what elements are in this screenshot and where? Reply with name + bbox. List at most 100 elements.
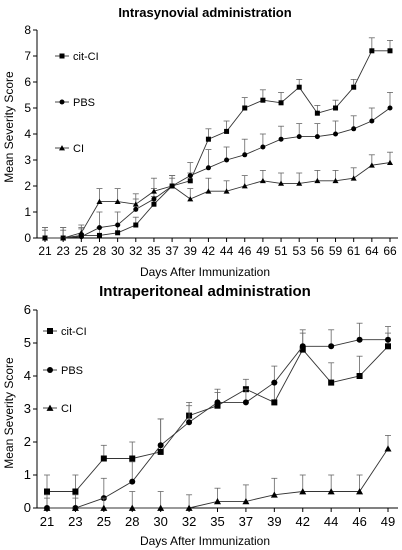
y-axis-label: Mean Severity Score (2, 71, 16, 183)
y-tick-label: 5 (24, 335, 31, 350)
legend-label: PBS (73, 97, 95, 109)
square-marker (151, 201, 157, 207)
triangle-marker (187, 196, 194, 202)
circle-marker (296, 134, 302, 140)
x-tick-label: 66 (383, 244, 397, 258)
legend-label: cit-CI (61, 326, 87, 338)
square-marker (242, 105, 248, 111)
square-marker (129, 455, 136, 462)
x-tick-label: 23 (68, 514, 82, 529)
square-marker (187, 178, 193, 184)
circle-marker (224, 157, 230, 163)
square-marker (351, 84, 357, 90)
x-tick-label: 51 (274, 244, 288, 258)
square-marker (59, 53, 65, 59)
triangle-marker (242, 498, 250, 505)
triangle-marker (157, 504, 165, 511)
y-tick-label: 2 (24, 434, 31, 449)
square-marker (328, 379, 335, 386)
triangle-marker (384, 445, 392, 452)
chart-intraperitoneal: Intraperitoneal administration Mean Seve… (2, 283, 398, 548)
triangle-marker (241, 183, 248, 189)
triangle-marker (332, 177, 339, 184)
x-tick-label: 39 (184, 244, 198, 258)
circle-marker (369, 118, 375, 124)
series-cit-ci: cit-CI (43, 326, 391, 495)
triangle-marker (46, 404, 54, 411)
triangle-marker (299, 488, 307, 495)
triangle-marker (296, 180, 303, 186)
triangle-marker (100, 504, 108, 511)
triangle-marker (78, 229, 85, 236)
triangle-marker (60, 235, 67, 241)
y-tick-label: 8 (24, 23, 31, 37)
legend-label: CI (73, 143, 84, 155)
circle-marker (157, 442, 164, 449)
circle-marker (242, 152, 248, 158)
circle-marker (260, 144, 266, 150)
circle-marker (96, 225, 102, 231)
square-marker (356, 373, 363, 379)
square-marker (72, 488, 79, 495)
triangle-marker (356, 488, 364, 495)
series-line (45, 50, 390, 239)
circle-marker (187, 173, 193, 179)
y-tick-label: 4 (24, 368, 31, 383)
triangle-marker (259, 177, 266, 184)
series-pbs: PBS (42, 92, 393, 241)
x-tick-label: 53 (293, 244, 307, 258)
triangle-marker (205, 188, 212, 194)
triangle-marker (150, 188, 157, 194)
y-tick-label: 0 (24, 231, 31, 245)
x-tick-label: 46 (238, 244, 252, 258)
circle-marker (271, 379, 278, 386)
triangle-marker (71, 504, 79, 511)
x-tick-label: 49 (256, 244, 270, 258)
x-tick-label: 30 (153, 514, 167, 529)
x-axis-label: Days After Immunization (140, 265, 270, 279)
triangle-marker (278, 180, 285, 186)
x-tick-label: 46 (352, 514, 366, 529)
circle-marker (387, 105, 393, 111)
chart-title: Intrasynovial administration (118, 5, 291, 20)
square-marker (157, 448, 164, 455)
triangle-marker (185, 504, 193, 511)
square-marker (115, 230, 121, 236)
circle-marker (328, 343, 335, 350)
x-tick-label: 25 (97, 514, 111, 529)
circle-marker (133, 206, 139, 212)
y-tick-label: 6 (24, 302, 31, 317)
legend-label: CI (61, 403, 72, 415)
square-marker (214, 402, 221, 409)
square-marker (100, 455, 107, 462)
circle-marker (47, 367, 53, 373)
x-tick-label: 37 (239, 514, 253, 529)
x-tick-label: 25 (75, 244, 89, 258)
circle-marker (333, 131, 339, 137)
y-tick-label: 3 (24, 401, 31, 416)
circle-marker (356, 336, 363, 343)
x-tick-label: 44 (220, 244, 234, 258)
circle-marker (314, 134, 320, 140)
y-tick-label: 7 (24, 49, 31, 63)
circle-marker (385, 336, 391, 343)
x-tick-label: 64 (365, 244, 379, 258)
square-marker (205, 136, 211, 142)
circle-marker (278, 136, 284, 142)
series-line (47, 345, 389, 492)
triangle-marker (169, 183, 176, 189)
x-tick-label: 61 (347, 244, 361, 258)
x-tick-label: 21 (40, 514, 54, 529)
y-tick-label: 0 (24, 500, 31, 515)
y-tick-label: 1 (24, 467, 31, 482)
square-marker (278, 100, 284, 106)
square-marker (260, 97, 266, 103)
x-tick-label: 35 (210, 514, 224, 529)
triangle-marker (327, 488, 335, 495)
circle-marker (129, 478, 136, 485)
triangle-marker (314, 177, 321, 184)
x-tick-label: 42 (296, 514, 310, 529)
series-line (47, 339, 388, 509)
circle-marker (151, 196, 157, 202)
